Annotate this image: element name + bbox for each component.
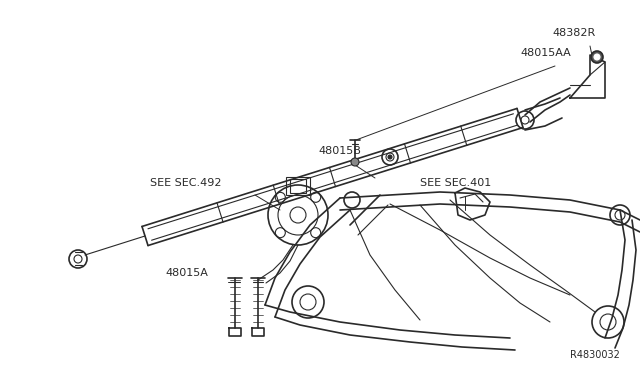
Circle shape <box>388 155 392 159</box>
Circle shape <box>591 51 603 63</box>
Text: 48382R: 48382R <box>552 28 595 38</box>
Text: 48015AA: 48015AA <box>520 48 571 58</box>
Text: SEE SEC.492: SEE SEC.492 <box>150 178 221 188</box>
Text: R4830032: R4830032 <box>570 350 620 360</box>
Circle shape <box>351 158 359 166</box>
Circle shape <box>594 54 600 60</box>
Text: 48015B: 48015B <box>318 146 361 156</box>
Bar <box>290 179 306 193</box>
Text: SEE SEC.401: SEE SEC.401 <box>420 178 492 188</box>
Text: 48015A: 48015A <box>165 268 208 278</box>
Bar <box>286 177 310 195</box>
